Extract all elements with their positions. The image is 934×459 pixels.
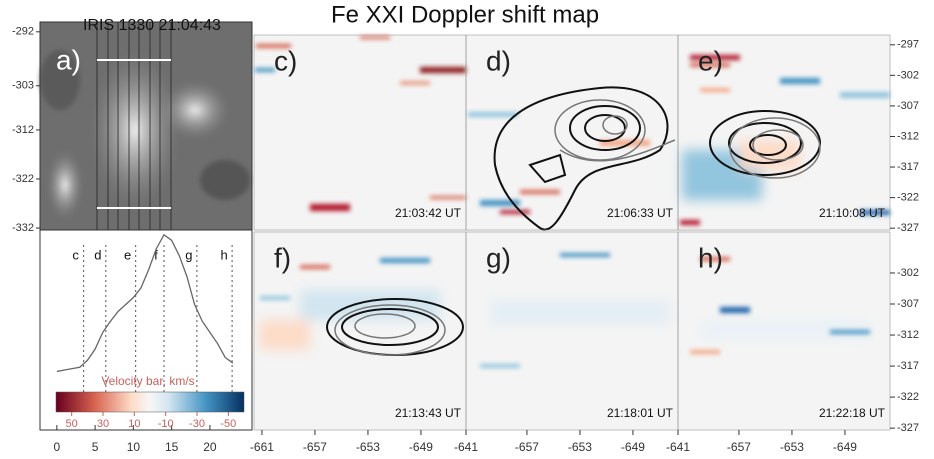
- panel-title: IRIS 1330 21:04:43: [83, 17, 221, 34]
- panel-time: 21:10:08 UT: [819, 206, 886, 220]
- x-tick-label: -641: [454, 440, 478, 454]
- x-tick-label: -653: [780, 440, 804, 454]
- x-tick-label: 15: [165, 440, 179, 454]
- x-tick-label: -649: [833, 440, 857, 454]
- y-tick-label: -292: [12, 26, 34, 38]
- marker-label: e: [124, 247, 131, 262]
- y-tick-label: -327: [897, 422, 919, 434]
- panel-label: e): [698, 45, 723, 76]
- velocity-tick-label: -30: [189, 418, 205, 430]
- velocity-tick-label: 50: [66, 418, 78, 430]
- velocity-title: Velocity bar, km/s: [101, 374, 194, 388]
- y-tick-label: -327: [897, 222, 919, 234]
- velocity-tick-label: 10: [128, 418, 140, 430]
- y-tick-label: -312: [897, 329, 919, 341]
- y-tick-label: -317: [897, 360, 919, 372]
- y-tick-label: -302: [897, 267, 919, 279]
- x-tick-label: -657: [515, 440, 539, 454]
- panel-label: g): [486, 242, 511, 273]
- y-tick-label: -322: [12, 173, 34, 185]
- velocity-tick-label: -10: [158, 418, 174, 430]
- x-tick-label: -653: [568, 440, 592, 454]
- panel-label: d): [486, 45, 511, 76]
- panel-time: 21:06:33 UT: [607, 206, 674, 220]
- x-tick-label: -653: [356, 440, 380, 454]
- x-tick-label: 5: [92, 440, 99, 454]
- y-tick-label: -297: [897, 39, 919, 51]
- light-curve: [56, 233, 234, 373]
- marker-label: f: [154, 247, 158, 262]
- panel-label: a): [56, 44, 81, 75]
- velocity-bar: [55, 391, 245, 413]
- y-tick-label: -322: [897, 391, 919, 403]
- x-tick-label: 20: [203, 440, 217, 454]
- title: Fe XXI Doppler shift map: [331, 1, 599, 28]
- marker-label: c: [72, 247, 79, 262]
- x-tick-label: -641: [666, 440, 690, 454]
- panel-label: f): [274, 242, 291, 273]
- x-tick-label: 10: [127, 440, 141, 454]
- panel-label: c): [274, 45, 297, 76]
- panel-time: 21:03:42 UT: [395, 206, 462, 220]
- y-tick-label: -302: [897, 69, 919, 81]
- y-tick-label: -307: [897, 298, 919, 310]
- panel-time: 21:18:01 UT: [607, 406, 674, 420]
- panel-time: 21:13:43 UT: [395, 406, 462, 420]
- x-tick-label: -649: [409, 440, 433, 454]
- x-tick-label: -661: [250, 440, 274, 454]
- marker-label: h: [220, 247, 227, 262]
- velocity-tick-label: -50: [220, 418, 236, 430]
- doppler-maps: [253, 34, 891, 431]
- marker-label: d: [94, 247, 101, 262]
- y-tick-label: -312: [897, 130, 919, 142]
- x-tick-label: -657: [727, 440, 751, 454]
- y-tick-label: -312: [12, 124, 34, 136]
- y-tick-label: -332: [12, 222, 34, 234]
- x-tick-label: 0: [53, 440, 60, 454]
- x-tick-label: -657: [303, 440, 327, 454]
- y-tick-label: -322: [897, 192, 919, 204]
- panel-time: 21:22:18 UT: [819, 406, 886, 420]
- y-tick-label: -317: [897, 161, 919, 173]
- x-tick-label: -649: [621, 440, 645, 454]
- velocity-tick-label: 30: [97, 418, 109, 430]
- iris-image: [39, 21, 253, 231]
- marker-label: g: [185, 247, 192, 262]
- y-tick-label: -303: [12, 80, 34, 92]
- panel-label: h): [698, 242, 723, 273]
- y-tick-label: -307: [897, 100, 919, 112]
